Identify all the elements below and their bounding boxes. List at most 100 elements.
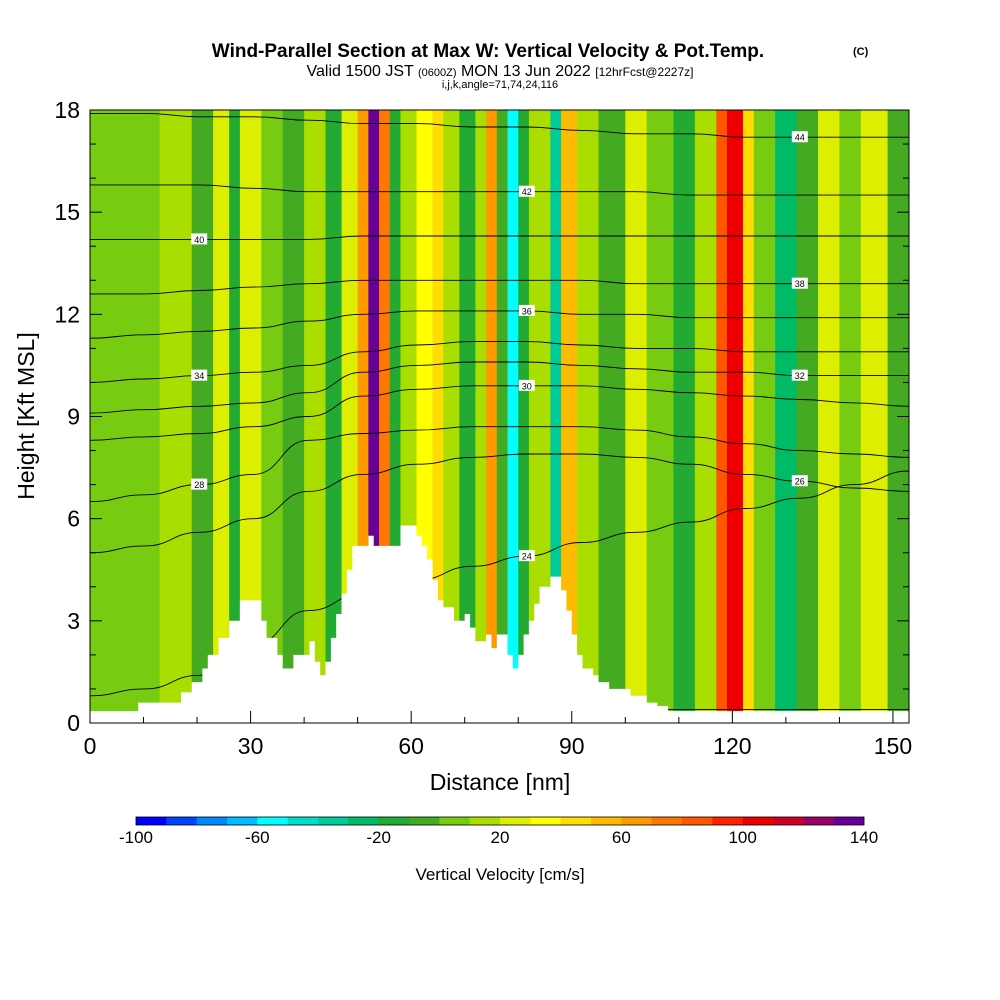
- velocity-band: [282, 110, 305, 723]
- colorbar-swatch: [469, 817, 501, 825]
- colorbar-tick-label: 140: [850, 828, 878, 847]
- colorbar-swatch: [682, 817, 713, 825]
- colorbar-label: Vertical Velocity [cm/s]: [415, 865, 584, 884]
- velocity-band: [646, 110, 675, 723]
- colorbar-swatch: [166, 817, 197, 825]
- chart-title: Wind-Parallel Section at Max W: Vertical…: [212, 41, 764, 62]
- contour-label-bg: [791, 131, 808, 143]
- velocity-band: [528, 110, 551, 723]
- velocity-band: [561, 110, 578, 723]
- theta-contour: [90, 112, 909, 138]
- velocity-band: [459, 110, 477, 723]
- subtitle-date: MON 13 Jun 2022: [457, 63, 596, 80]
- subtitle-valid: Valid 1500 JST: [307, 63, 418, 80]
- velocity-band: [753, 110, 776, 723]
- theta-contour: [90, 385, 909, 441]
- contour-label: 32: [795, 371, 805, 381]
- contour-label: 44: [795, 133, 805, 143]
- colorbar-frame: [135, 816, 865, 826]
- contour-label-bg: [191, 369, 208, 381]
- velocity-band: [379, 110, 391, 723]
- colorbar-tick-label: -60: [245, 828, 270, 847]
- velocity-band: [775, 110, 798, 723]
- contour-label-bg: [791, 475, 808, 487]
- theta-contour: [90, 453, 909, 554]
- contour-label: 24: [522, 552, 532, 562]
- colorbar-tick-label: 60: [612, 828, 631, 847]
- velocity-band: [673, 110, 696, 723]
- colorbar-swatch: [318, 817, 349, 825]
- colorbar-swatch: [227, 817, 258, 825]
- contour-label-bg: [191, 478, 208, 490]
- velocity-band: [625, 110, 648, 723]
- plot-area: 222426283032343638404244: [90, 110, 909, 723]
- contour-label: 30: [522, 381, 532, 391]
- chart-title-mark: (C): [853, 46, 869, 58]
- y-tick-label: 15: [54, 199, 80, 225]
- contour-label: 26: [795, 477, 805, 487]
- contour-label-bg: [518, 304, 535, 316]
- colorbar-swatch: [439, 817, 470, 825]
- colorbar-swatch: [742, 817, 774, 825]
- x-tick-label: 60: [398, 733, 424, 759]
- colorbar: -100 -60 -20 20 60 100 140: [119, 816, 878, 847]
- velocity-band: [159, 110, 193, 723]
- velocity-band: [694, 110, 717, 723]
- chart-info-line: i,j,k,angle=71,74,24,116: [442, 79, 558, 91]
- velocity-band: [475, 110, 487, 723]
- contour-label-bg: [791, 369, 808, 381]
- theta-contour: [90, 310, 909, 339]
- y-tick-label: 3: [67, 608, 80, 634]
- velocity-band: [432, 110, 444, 723]
- velocity-band: [368, 110, 380, 723]
- colorbar-swatch: [651, 817, 683, 825]
- colorbar-swatch: [348, 817, 379, 825]
- velocity-band: [598, 110, 626, 723]
- velocity-band: [860, 110, 889, 723]
- contour-label: 40: [194, 235, 204, 245]
- velocity-band: [727, 110, 744, 723]
- colorbar-tick-label: -100: [119, 828, 153, 847]
- contour-label: 42: [522, 187, 532, 197]
- colorbar-swatch: [287, 817, 319, 825]
- x-axis-label: Distance [nm]: [430, 769, 571, 795]
- velocity-band: [357, 110, 369, 723]
- colorbar-swatch: [409, 817, 440, 825]
- velocity-band: [839, 110, 862, 723]
- x-tick-label: 150: [874, 733, 912, 759]
- colorbar-tick-label: 20: [491, 828, 510, 847]
- velocity-band: [389, 110, 402, 723]
- contour-label-bg: [518, 550, 535, 562]
- colorbar-swatch: [500, 817, 531, 825]
- contour-label-bg: [518, 185, 535, 197]
- velocity-band: [743, 110, 755, 723]
- velocity-band: [191, 110, 214, 723]
- colorbar-swatch: [773, 817, 804, 825]
- velocity-band: [796, 110, 819, 723]
- velocity-band: [239, 110, 262, 723]
- y-tick-label: 0: [67, 710, 80, 736]
- x-tick-label: 0: [84, 733, 97, 759]
- terrain-mask: [90, 525, 909, 723]
- theta-contour: [90, 279, 909, 295]
- velocity-band: [550, 110, 562, 723]
- theta-contour: [90, 184, 909, 196]
- velocity-band: [261, 110, 284, 723]
- colorbar-tick-label: -20: [366, 828, 391, 847]
- velocity-band: [325, 110, 343, 723]
- subtitle-forecast: [12hrFcst@2227z]: [595, 65, 693, 79]
- x-tick-label: 30: [238, 733, 264, 759]
- y-tick-label: 9: [67, 404, 80, 430]
- colorbar-swatch: [833, 817, 865, 825]
- contour-label-bg: [518, 379, 535, 391]
- contour-label: 36: [522, 306, 532, 316]
- colorbar-swatch: [591, 817, 622, 825]
- x-tick-label: 90: [559, 733, 585, 759]
- y-tick-label: 18: [54, 97, 80, 123]
- colorbar-tick-label: 100: [728, 828, 756, 847]
- contour-label: 28: [194, 480, 204, 490]
- velocity-band: [496, 110, 509, 723]
- velocity-band: [507, 110, 519, 723]
- colorbar-swatch: [530, 817, 561, 825]
